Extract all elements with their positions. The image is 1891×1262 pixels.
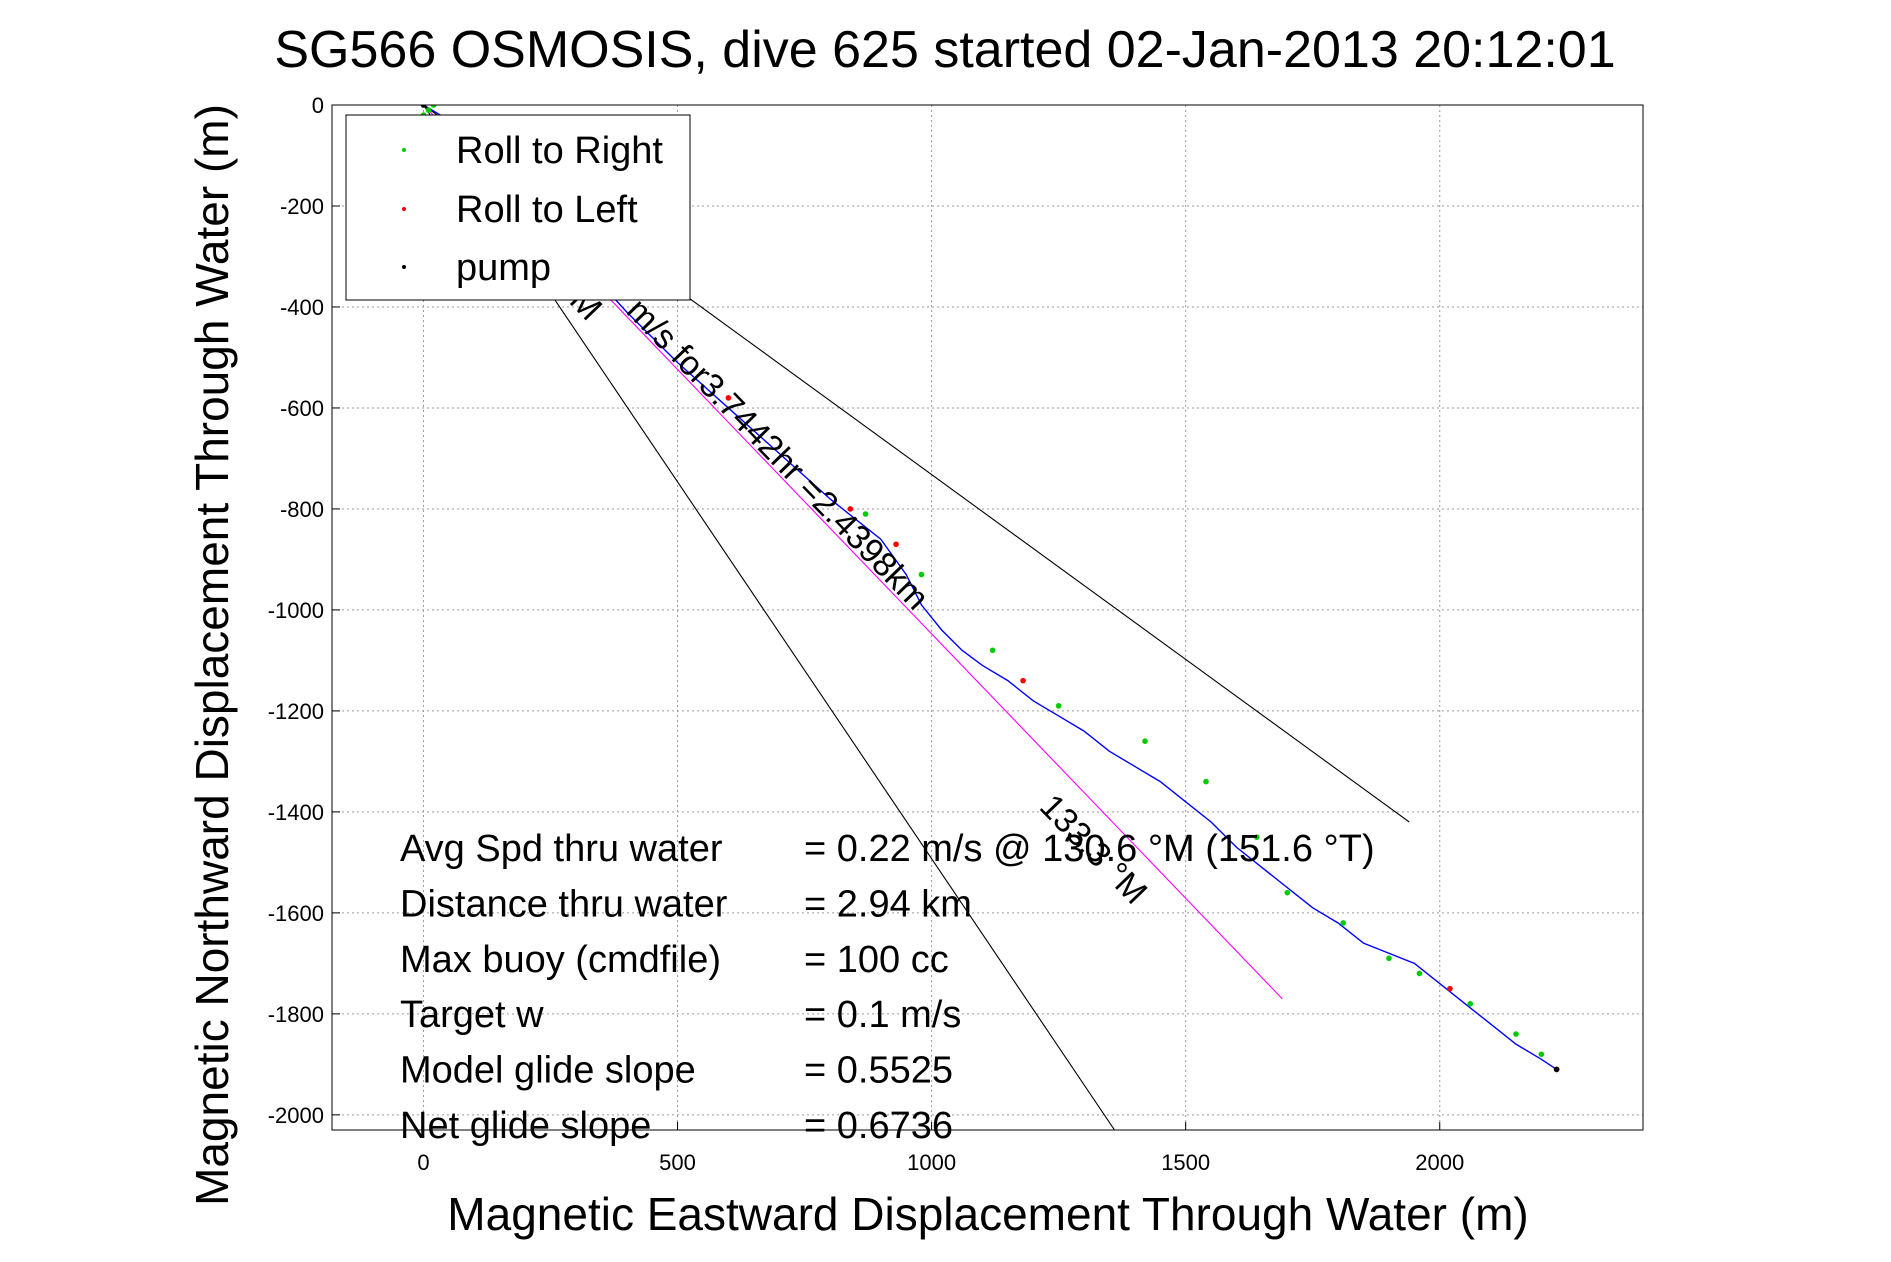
stat-value: = 2.94 km	[804, 883, 972, 925]
roll-right-point	[989, 647, 996, 654]
stat-label: Max buoy (cmdfile)	[400, 939, 721, 981]
roll-right-point	[918, 571, 925, 578]
y-tick-label: -1600	[268, 901, 324, 926]
roll-right-point	[430, 105, 437, 108]
roll-right-point	[1386, 955, 1392, 962]
pump-point	[1553, 1066, 1560, 1073]
series-markers	[420, 105, 1560, 1073]
y-tick-labels: 0 -200 -400 -600 -800 -1000 -1200 -1400 -1600 -18…	[268, 93, 324, 1128]
stats-block: Avg Spd thru water = 0.22 m/s @ 130.6 °M …	[400, 828, 1375, 1147]
x-tick-labels: 0 500 1000 1500 2000	[417, 1150, 1464, 1175]
chart-title: SG566 OSMOSIS, dive 625 started 02-Jan-2…	[274, 21, 1615, 79]
legend-marker-roll-left	[402, 207, 406, 211]
pump-point	[420, 105, 427, 108]
y-tick-label: -800	[280, 497, 324, 522]
stat-label: Avg Spd thru water	[400, 828, 723, 870]
roll-right-point	[1340, 920, 1346, 926]
roll-left-point	[893, 541, 899, 548]
roll-right-point	[1284, 889, 1291, 896]
roll-left-point	[725, 395, 732, 401]
roll-right-point	[1055, 703, 1062, 709]
roll-right-point	[1513, 1031, 1519, 1037]
roll-right-point	[1538, 1051, 1545, 1058]
roll-right-point	[1416, 970, 1423, 977]
y-tick-label: 0	[312, 93, 324, 118]
y-tick-label: -1400	[268, 800, 324, 825]
stat-value: = 0.22 m/s @ 130.6 °M (151.6 °T)	[804, 828, 1375, 870]
legend: Roll to Right Roll to Left pump	[345, 114, 691, 301]
x-tick-label: 2000	[1415, 1150, 1464, 1175]
stat-value: = 0.1 m/s	[804, 994, 961, 1036]
stat-value: = 0.6736	[804, 1105, 953, 1147]
roll-right-point	[1467, 1000, 1474, 1007]
legend-label-pump: pump	[456, 247, 551, 289]
y-axis-label: Magnetic Northward Displacement Through …	[186, 104, 238, 1206]
x-axis-label: Magnetic Eastward Displacement Through W…	[447, 1188, 1528, 1240]
plot-frame	[331, 104, 1644, 1131]
legend-marker-roll-right	[402, 148, 406, 152]
x-tick-label: 500	[659, 1150, 696, 1175]
track-line	[423, 105, 1558, 1070]
y-tick-label: -200	[280, 194, 324, 219]
roll-right-point	[1254, 834, 1260, 840]
x-tick-label: 1000	[907, 1150, 956, 1175]
y-tick-label: -400	[280, 295, 324, 320]
y-tick-label: -600	[280, 396, 324, 421]
x-tick-label: 0	[417, 1150, 429, 1175]
legend-label-roll-right: Roll to Right	[456, 130, 663, 172]
roll-left-point	[847, 506, 854, 512]
stat-value: = 100 cc	[804, 939, 949, 981]
y-tick-label: -1200	[268, 699, 324, 724]
y-tick-label: -2000	[268, 1103, 324, 1128]
roll-right-point	[1142, 738, 1148, 745]
roll-right-point	[1203, 778, 1209, 785]
x-tick-label: 1500	[1161, 1150, 1210, 1175]
roll-left-point	[1447, 985, 1453, 992]
stat-label: Model glide slope	[400, 1050, 696, 1092]
stat-value: = 0.5525	[804, 1050, 953, 1092]
roll-right-point	[862, 511, 869, 517]
y-tick-label: -1000	[268, 598, 324, 623]
roll-right-point	[425, 107, 432, 113]
legend-marker-pump	[402, 265, 406, 269]
y-tick-label: -1800	[268, 1002, 324, 1027]
roll-left-point	[1020, 677, 1026, 684]
stat-label: Target w	[400, 994, 544, 1036]
stat-label: Distance thru water	[400, 883, 728, 925]
legend-label-roll-left: Roll to Left	[456, 189, 638, 231]
stat-label: Net glide slope	[400, 1105, 651, 1147]
